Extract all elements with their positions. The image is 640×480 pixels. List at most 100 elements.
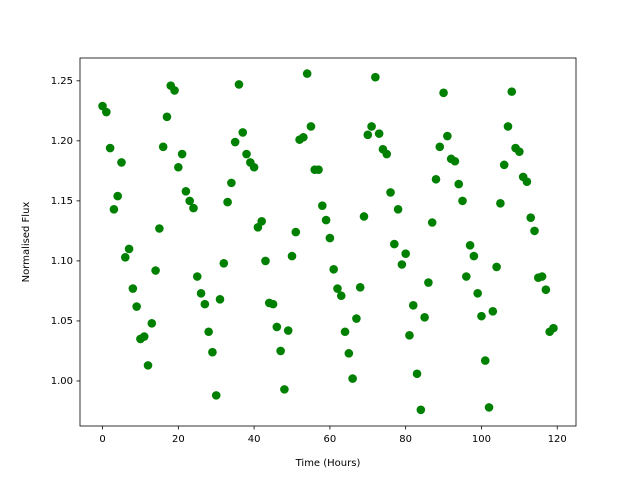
x-tick-label: 120 xyxy=(548,434,567,445)
point xyxy=(374,129,384,138)
point xyxy=(522,177,532,186)
point xyxy=(261,256,270,266)
point xyxy=(427,218,437,227)
point xyxy=(139,332,149,341)
point xyxy=(359,212,369,221)
point xyxy=(340,327,350,337)
point xyxy=(174,162,183,172)
point xyxy=(344,349,354,358)
point xyxy=(488,307,498,316)
x-tick-label: 40 xyxy=(248,434,261,445)
y-tick-label: 1.25 xyxy=(51,76,73,87)
point xyxy=(302,69,312,78)
y-tick-label: 1.20 xyxy=(51,136,73,147)
point xyxy=(355,283,365,292)
point xyxy=(181,186,191,196)
point xyxy=(109,204,119,214)
point xyxy=(238,128,248,137)
point xyxy=(348,374,357,383)
point xyxy=(465,241,475,250)
point xyxy=(102,107,111,117)
point xyxy=(155,224,164,233)
point xyxy=(530,226,539,236)
point xyxy=(492,262,501,272)
point xyxy=(382,149,392,159)
x-tick-label: 60 xyxy=(324,434,337,445)
point xyxy=(117,158,126,167)
y-tick-label: 1.00 xyxy=(51,376,73,387)
point xyxy=(443,131,452,141)
point xyxy=(287,251,297,261)
point xyxy=(515,147,524,156)
point xyxy=(189,203,198,213)
point xyxy=(431,174,441,184)
point xyxy=(120,253,130,262)
x-tick-label: 0 xyxy=(99,434,105,445)
point xyxy=(291,227,301,237)
point xyxy=(234,80,244,89)
point xyxy=(158,142,168,152)
point xyxy=(192,272,202,281)
point xyxy=(276,346,285,356)
point xyxy=(390,239,399,249)
point xyxy=(371,72,380,82)
point xyxy=(549,323,558,333)
point xyxy=(393,204,403,214)
point xyxy=(200,299,210,309)
point xyxy=(257,216,266,226)
point xyxy=(435,142,445,152)
point xyxy=(128,284,138,293)
point xyxy=(321,215,331,225)
point xyxy=(424,278,433,287)
point xyxy=(227,178,236,188)
point xyxy=(499,160,509,170)
point xyxy=(325,233,335,243)
point xyxy=(333,284,342,293)
point xyxy=(454,179,464,189)
point xyxy=(477,311,486,321)
point xyxy=(268,299,278,309)
point xyxy=(124,244,134,254)
point xyxy=(386,188,395,197)
point xyxy=(242,149,251,159)
point xyxy=(113,191,123,201)
point xyxy=(219,259,229,268)
point xyxy=(177,149,187,159)
point xyxy=(367,122,376,131)
point xyxy=(314,165,323,174)
point xyxy=(151,266,160,275)
point xyxy=(223,197,232,207)
point xyxy=(420,313,429,322)
point xyxy=(412,369,422,379)
point xyxy=(462,272,471,281)
x-axis-label: Time (Hours) xyxy=(295,458,361,469)
point xyxy=(397,260,407,269)
x-tick-label: 100 xyxy=(472,434,491,445)
point xyxy=(469,251,479,261)
point xyxy=(408,301,418,310)
y-tick-label: 1.15 xyxy=(51,196,73,207)
point xyxy=(473,289,482,298)
point xyxy=(147,319,157,328)
point xyxy=(105,143,115,153)
point xyxy=(170,86,179,95)
point xyxy=(299,132,308,142)
y-tick-label: 1.05 xyxy=(51,316,73,327)
point xyxy=(336,291,346,301)
point xyxy=(458,196,467,206)
point xyxy=(541,285,551,295)
x-tick-label: 80 xyxy=(399,434,412,445)
point xyxy=(496,198,505,208)
point xyxy=(185,196,194,206)
point xyxy=(306,122,316,131)
point xyxy=(537,272,547,281)
point xyxy=(352,314,361,323)
y-axis-label: Normalised Flux xyxy=(21,202,32,283)
point xyxy=(401,249,410,259)
point xyxy=(439,88,448,98)
point xyxy=(272,322,282,332)
point xyxy=(329,265,338,274)
point xyxy=(215,295,225,304)
